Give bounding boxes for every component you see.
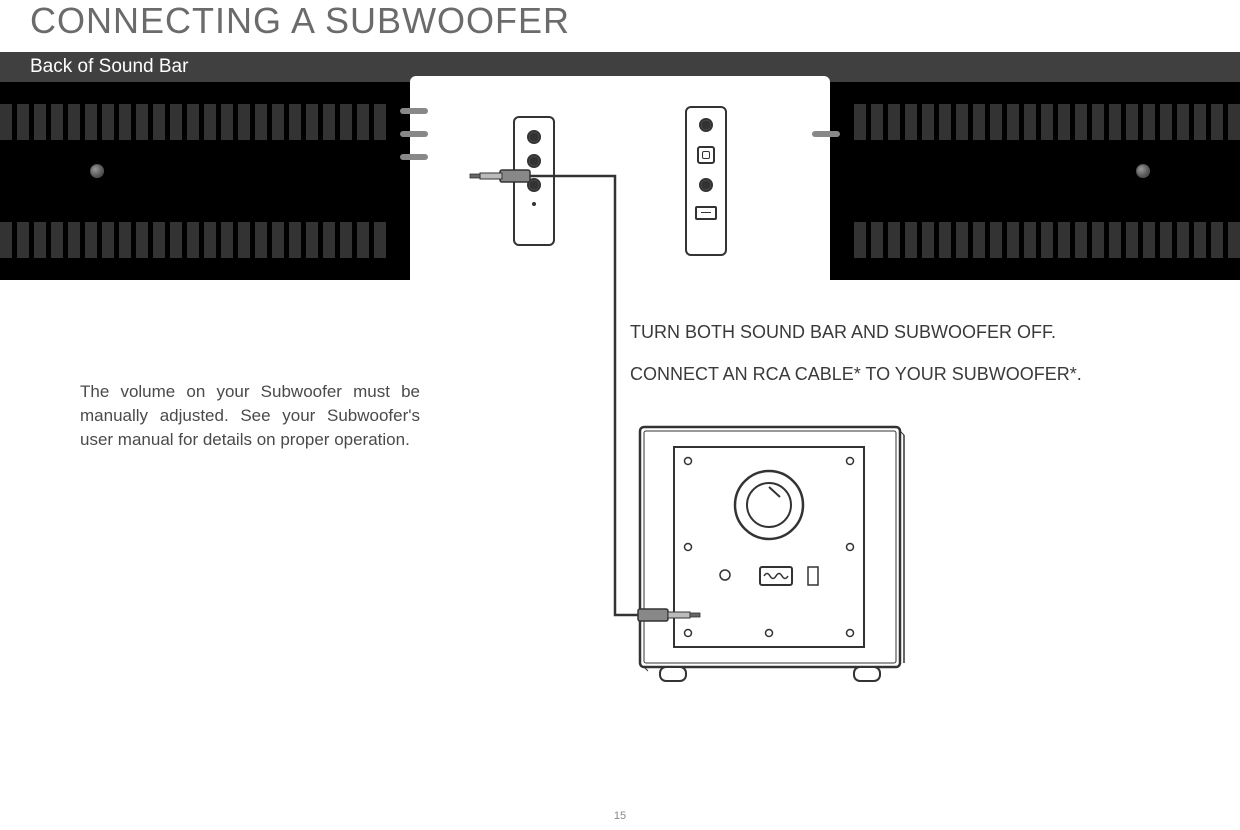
port-icon	[699, 118, 713, 132]
usb-port-icon	[695, 206, 717, 220]
indicator-dot	[532, 202, 536, 206]
subwoofer-out-port-icon	[527, 178, 541, 192]
port-group-left	[513, 116, 555, 246]
mount-tab	[812, 131, 840, 137]
soundbar-diagram	[0, 82, 1240, 280]
mount-tab	[400, 154, 428, 160]
page-title: CONNECTING A SUBWOOFER	[0, 0, 1240, 52]
content-area: The volume on your Subwoofer must be man…	[0, 280, 1240, 702]
mount-tab	[400, 131, 428, 137]
vent-grille	[0, 104, 386, 140]
mount-tab	[400, 108, 428, 114]
optical-port-icon	[697, 146, 715, 164]
port-panel	[410, 76, 830, 286]
volume-note: The volume on your Subwoofer must be man…	[80, 380, 420, 451]
audio-port-icon	[527, 130, 541, 144]
audio-port-icon	[527, 154, 541, 168]
port-icon	[699, 178, 713, 192]
instruction-2: CONNECT AN RCA CABLE* TO YOUR SUBWOOFER*…	[630, 362, 1160, 386]
screw-icon	[1136, 164, 1150, 178]
vent-grille	[854, 104, 1240, 140]
right-column: TURN BOTH SOUND BAR AND SUBWOOFER OFF. C…	[550, 320, 1160, 702]
page-number: 15	[614, 810, 626, 822]
vent-grille	[0, 222, 386, 258]
subwoofer-diagram	[630, 417, 1160, 702]
soundbar-section: Back of Sound Bar	[0, 52, 1240, 280]
instruction-1: TURN BOTH SOUND BAR AND SUBWOOFER OFF.	[630, 320, 1160, 344]
port-group-right	[685, 106, 727, 256]
left-column: The volume on your Subwoofer must be man…	[80, 320, 420, 702]
vent-grille	[854, 222, 1240, 258]
screw-icon	[90, 164, 104, 178]
